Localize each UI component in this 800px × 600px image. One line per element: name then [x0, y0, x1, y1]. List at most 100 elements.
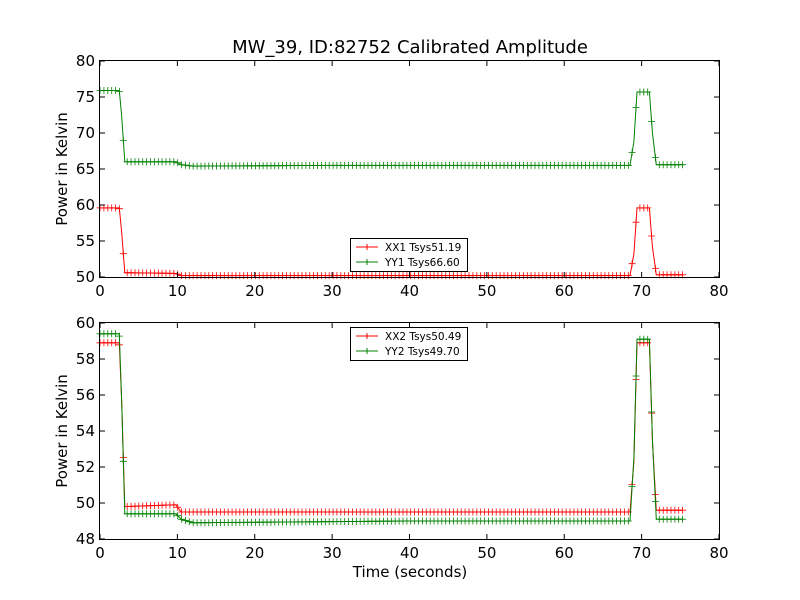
top-panel-ytick-label: 65: [76, 160, 95, 178]
top-panel-xtick-label: 0: [95, 282, 105, 300]
bottom-panel-ytick-label: 50: [76, 494, 95, 512]
bottom-panel-series-yy2-tsys49-70: [96, 330, 687, 527]
bottom-panel-point: [679, 506, 687, 514]
top-panel-legend-label: XX1 Tsys51.19: [385, 242, 461, 254]
top-panel-point: [182, 161, 189, 169]
top-panel-xtick-label: 80: [709, 282, 728, 300]
bottom-panel-point: [644, 335, 652, 343]
bottom-panel-point: [174, 503, 182, 511]
top-panel-ytick-label: 55: [76, 232, 95, 250]
top-panel-point: [648, 118, 656, 126]
top-panel-ytick-label: 80: [76, 52, 95, 70]
bottom-panel-point: [185, 518, 193, 526]
top-panel-point: [119, 250, 127, 258]
top-panel-xtick-label: 10: [168, 282, 187, 300]
bottom-panel-point: [112, 330, 119, 338]
bottom-panel-legend-label: XX2 Tsys50.49: [385, 331, 461, 343]
bottom-panel-point: [628, 483, 636, 490]
bottom-panel-point: [112, 339, 119, 347]
top-panel-ytick-label: 75: [76, 88, 95, 106]
top-panel-point: [651, 265, 659, 273]
bottom-panel-line-xx2-tsys50-49: [100, 342, 683, 513]
top-panel-point: [170, 158, 178, 166]
top-panel-line-yy1-tsys66-60: [100, 90, 683, 167]
top-panel-point: [119, 137, 127, 144]
top-panel-point: [170, 269, 178, 277]
top-panel-legend-marker: [364, 259, 370, 265]
bottom-panel-legend-marker: [364, 348, 370, 354]
bottom-panel-frame: [99, 322, 720, 540]
top-panel-legend-box: [350, 238, 468, 272]
bottom-panel-ytick-label: 52: [76, 458, 95, 476]
top-panel-ylabel: Power in Kelvin: [53, 112, 71, 226]
top-panel-point: [112, 87, 119, 94]
top-panel-point: [632, 218, 640, 226]
top-panel-point: [628, 148, 636, 156]
bottom-panel: 0 10 20 30 40 50 60 70 80 48 50 52 54 56 58 60 Power in…: [53, 314, 729, 581]
bottom-panel-point: [651, 498, 659, 506]
top-panel-ytick-label: 70: [76, 124, 95, 142]
top-panel-legend-label: YY1 Tsys66.60: [384, 257, 460, 269]
bottom-panel-xtick-label: 80: [709, 544, 728, 562]
top-panel-point: [112, 204, 119, 212]
top-panel-series-xx1-tsys51-19: [96, 204, 687, 280]
bottom-panel-ytick-label: 58: [76, 350, 95, 368]
bottom-panel-point: [119, 457, 127, 465]
top-panel-point: [648, 232, 656, 240]
top-panel-point: [651, 154, 659, 162]
top-panel-xtick-label: 70: [632, 282, 651, 300]
top-panel-xtick-label: 30: [323, 282, 342, 300]
top-panel-point: [178, 161, 186, 169]
top-panel-point: [115, 87, 123, 95]
bottom-panel-ytick-label: 56: [76, 386, 95, 404]
bottom-panel-xlabel: Time (seconds): [352, 563, 468, 581]
bottom-panel-ytick-label: 48: [76, 530, 95, 548]
bottom-panel-point: [624, 517, 632, 525]
top-panel-xtick-label: 50: [477, 282, 496, 300]
bottom-panel-xtick-label: 10: [168, 544, 187, 562]
top-panel-series-yy1-tsys66-60: [96, 87, 687, 170]
bottom-panel-xtick-label: 60: [555, 544, 574, 562]
top-panel-point: [185, 162, 193, 170]
bottom-panel-point: [115, 332, 123, 340]
top-panel-ytick-label: 60: [76, 196, 95, 214]
bottom-panel-point: [174, 512, 182, 520]
bottom-panel-xtick-label: 0: [95, 544, 105, 562]
bottom-panel-xtick-label: 20: [245, 544, 264, 562]
bottom-panel-point: [170, 501, 178, 509]
top-panel-legend: XX1 Tsys51.19 YY1 Tsys66.60: [350, 238, 468, 272]
top-panel-xtick-label: 60: [555, 282, 574, 300]
bottom-panel-point: [178, 515, 186, 523]
bottom-panel-ytick-label: 54: [76, 422, 95, 440]
top-panel-xtick-label: 20: [245, 282, 264, 300]
bottom-panel-xtick-label: 70: [632, 544, 651, 562]
top-panel-axes: 0 10 20 30 40 50 60 70 80 50 55 60 65 70 75 80: [76, 52, 729, 300]
top-panel-point: [115, 205, 123, 213]
top-panel-frame: [99, 60, 720, 278]
bottom-panel-ytick-label: 60: [76, 314, 95, 332]
bottom-panel-point: [182, 517, 189, 524]
bottom-panel-axes: 0 10 20 30 40 50 60 70 80 48 50 52 54 56 58 60: [76, 314, 729, 562]
top-panel-ytick-label: 50: [76, 268, 95, 286]
bottom-panel-point: [648, 408, 656, 416]
top-panel-marks: [96, 87, 687, 280]
bottom-panel-xtick-label: 50: [477, 544, 496, 562]
bottom-panel-marks: [96, 330, 687, 527]
top-panel-point: [624, 161, 632, 169]
top-panel-legend-marker: [364, 244, 370, 250]
top-panel-point: [174, 159, 182, 167]
bottom-panel-xtick-label: 30: [323, 544, 342, 562]
bottom-panel-legend-label: YY2 Tsys49.70: [384, 346, 460, 358]
bottom-panel-series-xx2-tsys50-49: [96, 339, 687, 516]
bottom-panel-xtick-label: 40: [400, 544, 419, 562]
bottom-panel-point: [170, 510, 178, 518]
top-panel-point: [679, 161, 687, 169]
bottom-panel-line-yy2-tsys49-70: [100, 333, 683, 524]
top-panel-xtick-label: 40: [400, 282, 419, 300]
bottom-panel-legend-marker: [364, 333, 370, 339]
bottom-panel-ylabel: Power in Kelvin: [53, 374, 71, 488]
top-panel-point: [644, 88, 652, 96]
chart-title: MW_39, ID:82752 Calibrated Amplitude: [232, 37, 588, 58]
bottom-panel-point: [679, 515, 687, 523]
